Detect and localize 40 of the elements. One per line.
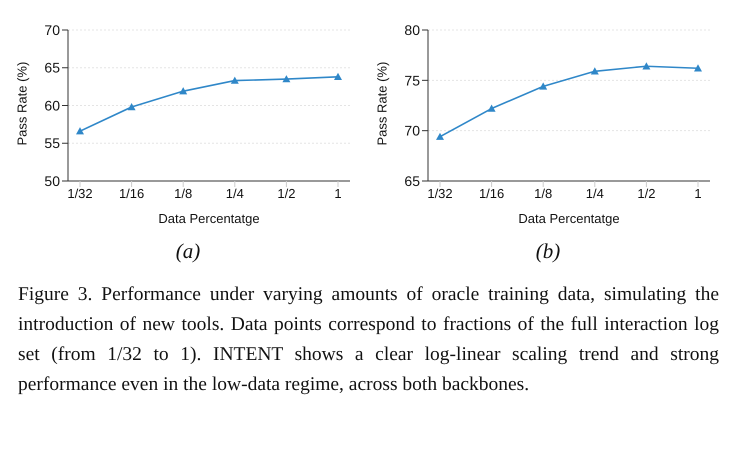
y-tick-label: 65 [44,60,60,76]
x-axis-title: Data Percentatge [158,211,260,226]
x-tick-label: 1 [694,186,702,202]
y-tick-label: 50 [44,172,60,189]
point [334,72,342,80]
y-axis-title: Pass Rate (%) [374,62,390,146]
y-tick-label: 65 [404,172,420,189]
x-tick-label: 1/16 [118,186,144,202]
y-tick-label: 55 [44,135,60,152]
x-axis-title: Data Percentatge [518,211,620,226]
point [539,82,548,90]
point [230,76,239,84]
point [76,127,84,134]
x-tick-label: 1/32 [427,186,453,202]
point [128,103,136,110]
point [282,75,290,82]
y-tick-label: 60 [44,97,60,114]
point [590,67,599,74]
x-tick-label: 1/2 [277,186,296,202]
point [179,87,188,94]
x-tick-label: 1 [334,186,342,202]
point [436,132,444,140]
x-tick-label: 1/16 [478,186,504,202]
text: (b) [534,239,562,264]
x-tick-label: 1/8 [174,186,192,202]
point [642,62,650,70]
y-axis-title: Pass Rate (%) [14,62,30,146]
y-tick-label: 75 [404,72,420,88]
x-tick-label: 1/32 [67,186,93,202]
x-tick-label: 1/2 [637,186,656,202]
x-tick-label: 1/4 [226,186,244,202]
text: (a) [174,239,202,264]
x-tick-label: 1/8 [534,186,552,202]
y-tick-label: 80 [404,22,420,38]
caption: Figure 3. Performance under varying amounts of oracle training data, simulating the introduction of new tools. Data points correspond to fractions of the full interaction log set (from 1/32 to 1). INTENT shows a clear log-linear scaling trend and strong performance even in the low-data regime, across both backbones. [18,283,719,397]
point [694,64,702,72]
y-tick-label: 70 [44,22,60,38]
x-tick-label: 1/4 [586,186,604,202]
point [488,104,496,112]
y-tick-label: 70 [404,122,420,139]
